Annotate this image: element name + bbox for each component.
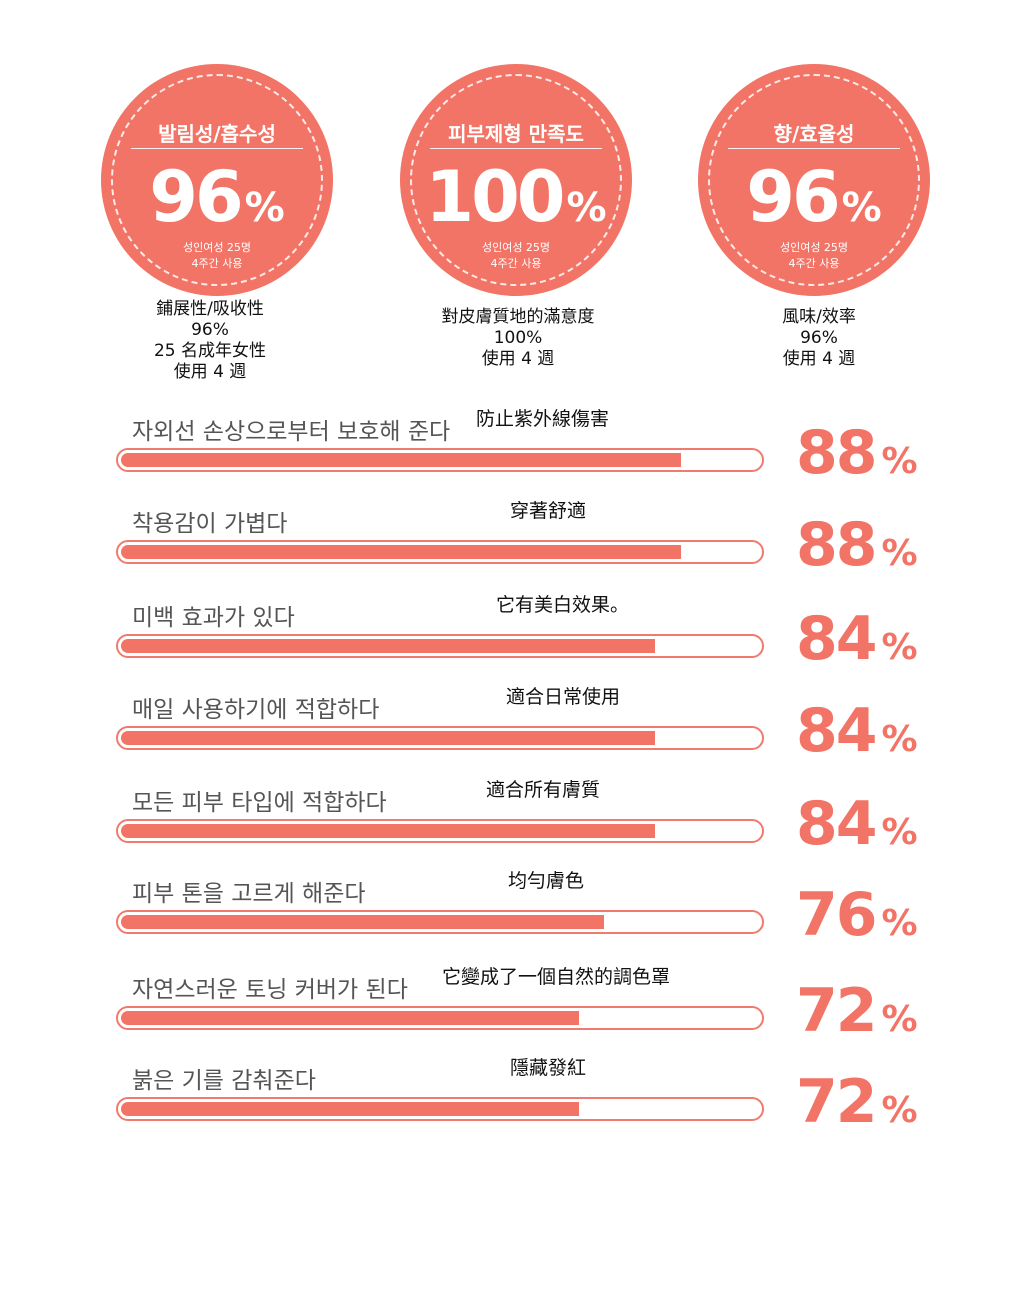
circle-value: 96% [746,156,882,238]
circle-value: 96% [149,156,285,238]
bar-fill [121,545,681,559]
bar-value: 88% [796,418,918,488]
dashed-ring [410,74,622,286]
bar-row: 매일 사용하기에 적합하다 適合日常使用 84% [0,682,1024,774]
bar-label-ko: 모든 피부 타입에 적합하다 [132,790,387,816]
bar-label-ko: 피부 톤을 고르게 해준다 [132,881,366,907]
bar-track [116,1006,764,1030]
bar-label-zh: 適合所有膚質 [486,779,601,801]
stat-circle-spreadability: 발림성/흡수성 96% 성인여성 25명 4주간 사용 [101,64,333,296]
circle-note: 성인여성 25명 4주간 사용 [779,241,849,270]
bar-label-ko: 착용감이 가볍다 [132,511,288,537]
stat-circle-scent: 향/효율성 96% 성인여성 25명 4주간 사용 [698,64,930,296]
bar-label-ko: 미백 효과가 있다 [132,605,295,631]
bar-track [116,910,764,934]
bar-fill [121,1102,579,1116]
circle-note: 성인여성 25명 4주간 사용 [182,241,252,270]
bar-fill [121,453,681,467]
bar-row: 자연스러운 토닝 커버가 된다 它變成了一個自然的調色罩 72% [0,962,1024,1054]
bar-row: 자외선 손상으로부터 보호해 준다 防止紫外線傷害 88% [0,404,1024,496]
bar-fill [121,915,605,929]
bar-fill [121,824,656,838]
caption-spreadability: 鋪展性/吸收性 96% 25 名成年女性 使用 4 週 [153,299,267,382]
caption-scent: 風味/效率 96% 使用 4 週 [782,307,856,369]
bar-value: 72% [796,1067,918,1137]
bar-row: 피부 톤을 고르게 해준다 均勻膚色 76% [0,866,1024,958]
bar-label-ko: 자외선 손상으로부터 보호해 준다 [132,419,451,445]
bar-track [116,448,764,472]
divider [728,148,900,149]
bar-row: 모든 피부 타입에 적합하다 適合所有膚質 84% [0,775,1024,867]
dashed-ring [111,74,323,286]
bar-label-zh: 適合日常使用 [506,686,621,708]
bar-value: 84% [796,696,918,766]
bar-value: 88% [796,510,918,580]
bar-value: 84% [796,604,918,674]
circle-value: 100% [425,156,607,238]
bar-row: 미백 효과가 있다 它有美白效果。 84% [0,590,1024,682]
caption-texture: 對皮膚質地的滿意度 100% 使用 4 週 [441,307,595,369]
divider [131,148,303,149]
stat-circle-texture: 피부제형 만족도 100% 성인여성 25명 4주간 사용 [400,64,632,296]
bar-label-zh: 隱藏發紅 [510,1057,587,1079]
circle-note: 성인여성 25명 4주간 사용 [481,241,551,270]
dashed-ring [708,74,920,286]
bar-track [116,819,764,843]
bar-track [116,1097,764,1121]
divider [430,148,602,149]
bar-label-zh: 它有美白效果。 [496,594,630,616]
circle-title: 발림성/흡수성 [158,122,276,146]
bar-track [116,726,764,750]
bar-value: 76% [796,880,918,950]
bar-value: 72% [796,976,918,1046]
bar-fill [121,1011,579,1025]
bar-fill [121,731,656,745]
bar-fill [121,639,656,653]
bar-row: 붉은 기를 감춰준다 隱藏發紅 72% [0,1053,1024,1145]
bar-value: 84% [796,789,918,859]
bar-label-ko: 매일 사용하기에 적합하다 [132,697,380,723]
bar-label-zh: 防止紫外線傷害 [476,408,610,430]
bar-label-zh: 它變成了一個自然的調色罩 [442,966,671,988]
bar-label-zh: 穿著舒適 [510,500,587,522]
bar-row: 착용감이 가볍다 穿著舒適 88% [0,496,1024,588]
bar-label-ko: 자연스러운 토닝 커버가 된다 [132,977,408,1003]
circle-title: 향/효율성 [773,122,855,146]
circle-title: 피부제형 만족도 [448,122,584,146]
bar-label-zh: 均勻膚色 [508,870,585,892]
bar-label-ko: 붉은 기를 감춰준다 [132,1068,316,1094]
bar-track [116,634,764,658]
bar-track [116,540,764,564]
